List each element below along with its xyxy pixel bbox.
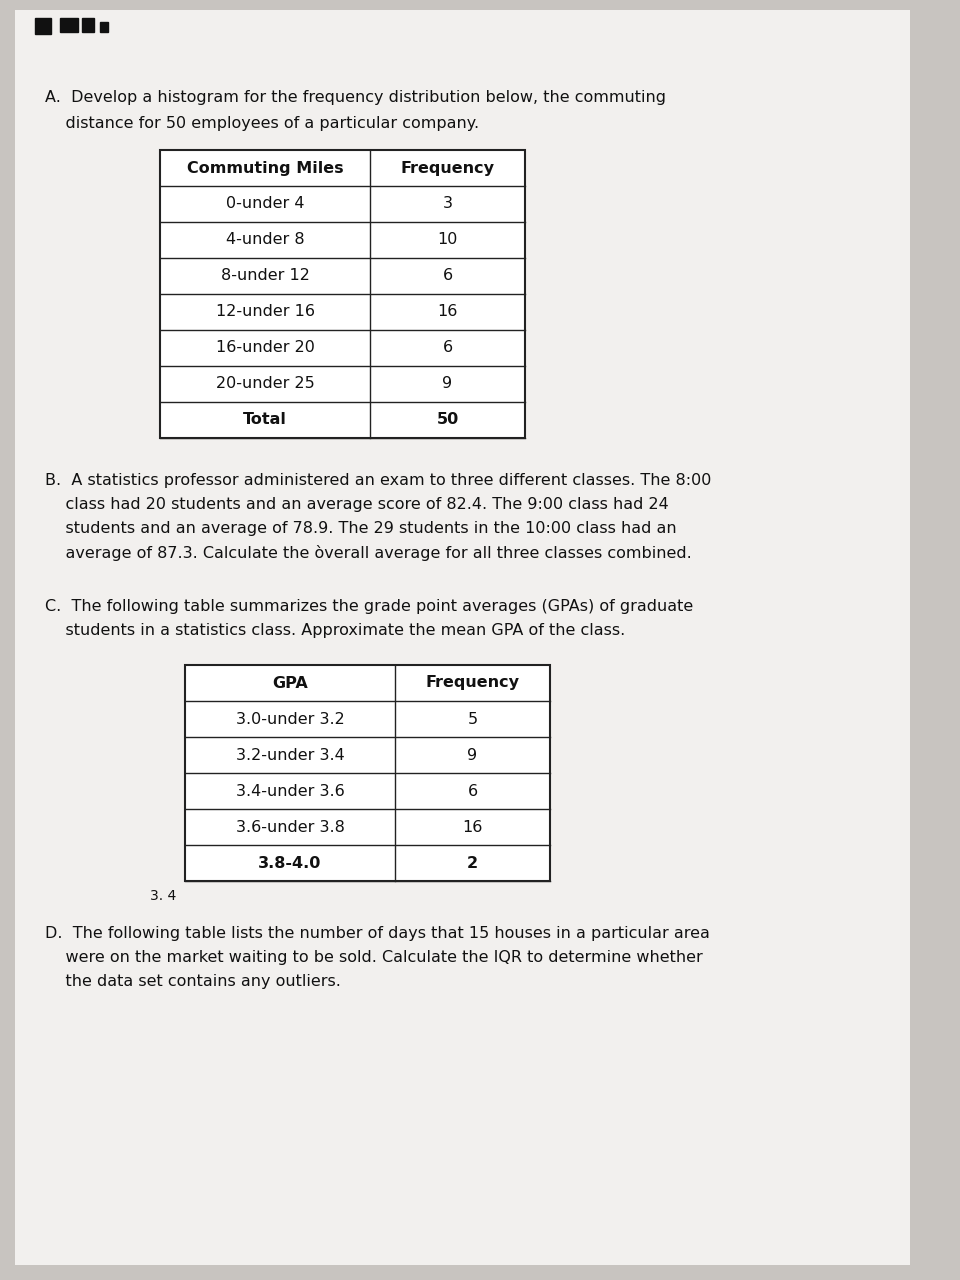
Text: Frequency: Frequency — [425, 676, 519, 690]
Text: 16-under 20: 16-under 20 — [216, 340, 315, 356]
Text: 3. 4: 3. 4 — [150, 890, 177, 902]
Text: Commuting Miles: Commuting Miles — [186, 160, 344, 175]
Bar — [60, 18, 78, 32]
Text: 9: 9 — [468, 748, 477, 763]
Text: 10: 10 — [438, 233, 458, 247]
Text: students in a statistics class. Approximate the mean GPA of the class.: students in a statistics class. Approxim… — [45, 623, 625, 637]
Text: 12-under 16: 12-under 16 — [215, 305, 315, 320]
Text: 3.8-4.0: 3.8-4.0 — [258, 855, 322, 870]
Text: 3.0-under 3.2: 3.0-under 3.2 — [235, 712, 345, 727]
Text: 6: 6 — [443, 269, 452, 283]
Text: 3.6-under 3.8: 3.6-under 3.8 — [235, 819, 345, 835]
Text: A.  Develop a histogram for the frequency distribution below, the commuting: A. Develop a histogram for the frequency… — [45, 90, 666, 105]
Bar — [185, 666, 550, 881]
Text: 50: 50 — [437, 412, 459, 428]
Bar — [35, 18, 51, 35]
Text: Total: Total — [243, 412, 287, 428]
Text: 0-under 4: 0-under 4 — [226, 197, 304, 211]
Text: 20-under 25: 20-under 25 — [216, 376, 314, 392]
Text: distance for 50 employees of a particular company.: distance for 50 employees of a particula… — [45, 116, 479, 131]
Text: B.  A statistics professor administered an exam to three different classes. The : B. A statistics professor administered a… — [45, 474, 711, 488]
Text: Frequency: Frequency — [400, 160, 494, 175]
Bar — [100, 22, 108, 32]
Text: 16: 16 — [438, 305, 458, 320]
Text: 5: 5 — [468, 712, 477, 727]
Text: C.  The following table summarizes the grade point averages (GPAs) of graduate: C. The following table summarizes the gr… — [45, 599, 693, 614]
Text: 6: 6 — [468, 783, 477, 799]
Text: students and an average of 78.9. The 29 students in the 10:00 class had an: students and an average of 78.9. The 29 … — [45, 521, 677, 536]
Text: were on the market waiting to be sold. Calculate the IQR to determine whether: were on the market waiting to be sold. C… — [45, 950, 703, 965]
Text: 3.4-under 3.6: 3.4-under 3.6 — [235, 783, 345, 799]
Text: the data set contains any outliers.: the data set contains any outliers. — [45, 974, 341, 989]
Text: GPA: GPA — [272, 676, 308, 690]
Bar — [160, 150, 525, 438]
Bar — [82, 18, 94, 32]
Text: 3: 3 — [443, 197, 452, 211]
Text: 8-under 12: 8-under 12 — [221, 269, 309, 283]
Text: 6: 6 — [443, 340, 452, 356]
Text: 3.2-under 3.4: 3.2-under 3.4 — [235, 748, 345, 763]
Text: average of 87.3. Calculate the òverall average for all three classes combined.: average of 87.3. Calculate the òverall a… — [45, 545, 692, 561]
Text: class had 20 students and an average score of 82.4. The 9:00 class had 24: class had 20 students and an average sco… — [45, 497, 669, 512]
Text: 4-under 8: 4-under 8 — [226, 233, 304, 247]
Text: 9: 9 — [443, 376, 452, 392]
Text: 2: 2 — [467, 855, 478, 870]
Text: D.  The following table lists the number of days that 15 houses in a particular : D. The following table lists the number … — [45, 925, 709, 941]
Text: 16: 16 — [463, 819, 483, 835]
